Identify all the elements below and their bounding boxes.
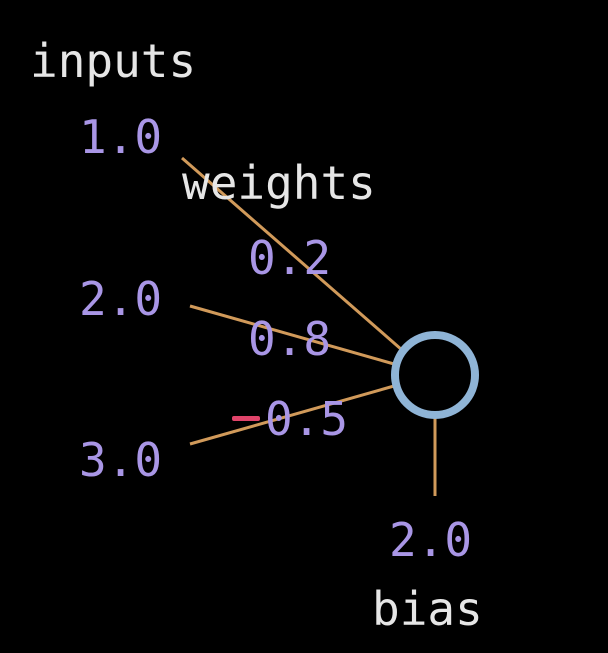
weight-value-3: 0.5 xyxy=(265,392,349,446)
connection-line-input-2 xyxy=(189,304,395,366)
weight-value-2: 0.8 xyxy=(248,312,332,366)
connection-line-input-1 xyxy=(181,156,403,352)
neuron-circle xyxy=(391,331,479,419)
input-value-3: 3.0 xyxy=(79,433,163,487)
weight-value-1: 0.2 xyxy=(248,231,332,285)
bias-label: bias xyxy=(372,582,483,636)
input-value-2: 2.0 xyxy=(79,272,163,326)
inputs-heading: inputs xyxy=(30,34,197,88)
weights-heading: weights xyxy=(182,156,376,210)
connection-line-input-3 xyxy=(189,384,395,446)
bias-value: 2.0 xyxy=(389,513,473,567)
weight-3-negative-sign xyxy=(232,416,260,421)
input-value-1: 1.0 xyxy=(79,110,163,164)
